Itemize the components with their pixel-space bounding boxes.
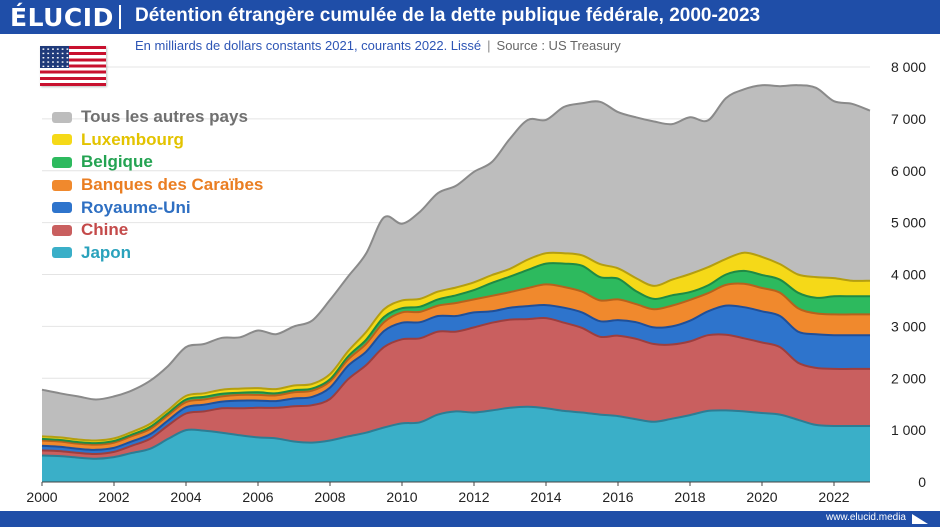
y-tick-label: 0 [918,474,926,490]
legend-label: Chine [81,220,129,240]
legend-label: Tous les autres pays [81,107,248,127]
x-tick-label: 2012 [458,489,489,505]
legend-item: Japon [52,242,263,265]
chart-title: Détention étrangère cumulée de la dette … [135,5,761,26]
y-tick-label: 1 000 [891,422,926,438]
x-tick-label: 2010 [386,489,417,505]
y-tick-label: 4 000 [891,267,926,283]
legend-label: Belgique [81,152,153,172]
edge-royaume-uni [41,304,870,451]
subtitle-separator: | [487,38,491,53]
legend-swatch [52,111,72,123]
edge-japon [41,405,870,460]
legend-swatch [52,202,72,214]
area-japon [42,406,870,482]
y-tick-label: 5 000 [891,215,926,231]
y-tick-label: 6 000 [891,163,926,179]
elucid-logo: ÉLUCID [10,3,114,32]
legend-swatch [52,134,72,146]
x-tick-label: 2006 [242,489,273,505]
header-bar: ÉLUCID Détention étrangère cumulée de la… [0,0,940,34]
flag-canton [40,46,69,68]
y-tick-label: 2 000 [891,370,926,386]
chart-subtitle: En milliards de dollars constants 2021, … [135,38,621,53]
legend-item: Tous les autres pays [52,106,263,129]
x-tick-label: 2008 [314,489,345,505]
y-tick-label: 3 000 [891,318,926,334]
edge-belgique [41,262,870,445]
legend-swatch [52,179,72,191]
us-flag-icon [40,46,106,86]
legend-item: Banques des Caraïbes [52,174,263,197]
legend-swatch [52,156,72,168]
header-divider [119,5,121,29]
y-tick-label: 8 000 [891,59,926,75]
x-tick-label: 2002 [98,489,129,505]
x-tick-label: 2018 [674,489,705,505]
edge-banques-des-caraibes [41,282,870,446]
legend-item: Chine [52,219,263,242]
chart-legend: Tous les autres pays Luxembourg Belgique Ba… [52,106,263,264]
legend-item: Royaume-Uni [52,196,263,219]
x-tick-label: 2000 [26,489,57,505]
x-tick-label: 2020 [746,489,777,505]
legend-swatch [52,247,72,259]
subtitle-description: En milliards de dollars constants 2021, … [135,38,482,53]
y-tick-label: 7 000 [891,111,926,127]
legend-label: Banques des Caraïbes [81,175,264,195]
x-tick-label: 2016 [602,489,633,505]
x-tick-label: 2022 [818,489,849,505]
legend-label: Japon [81,242,132,262]
legend-item: Luxembourg [52,129,263,152]
edge-tous-les-autres-pays [41,84,871,401]
footer-bar: www.elucid.media [0,511,940,527]
legend-label: Luxembourg [81,129,184,149]
legend-label: Royaume-Uni [81,197,191,217]
footer-arrow-icon [912,514,928,524]
edge-chine [41,316,870,456]
footer-url: www.elucid.media [825,512,906,523]
subtitle-source: Source : US Treasury [496,38,621,53]
legend-swatch [52,224,72,236]
legend-item: Belgique [52,151,263,174]
x-tick-label: 2004 [170,489,201,505]
edge-luxembourg [41,251,871,442]
x-tick-label: 2014 [530,489,561,505]
